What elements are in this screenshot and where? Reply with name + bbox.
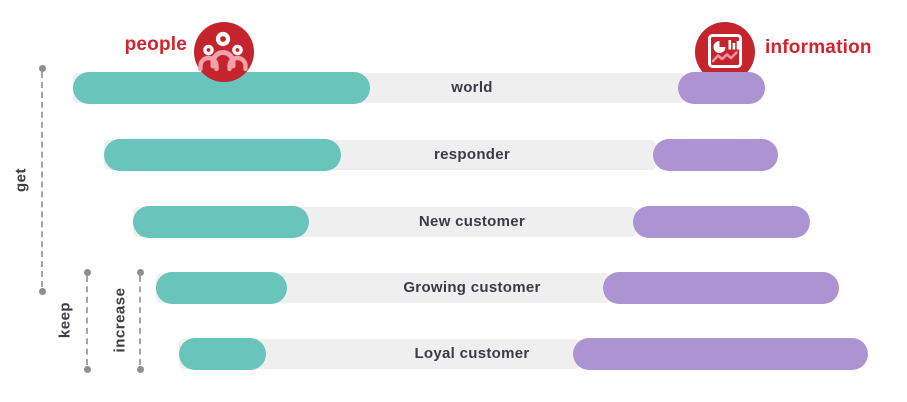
guide-dot-top-increase xyxy=(136,268,144,276)
people-bar-loyal-customer xyxy=(179,338,266,370)
people-bar-growing-customer xyxy=(156,272,287,304)
people-label: people xyxy=(124,34,187,55)
guide-line-get xyxy=(41,72,43,287)
information-bar-growing-customer xyxy=(603,272,839,304)
people-bar-new-customer xyxy=(133,206,309,238)
stage-label-world: world xyxy=(451,79,493,96)
guide-line-keep xyxy=(86,276,88,365)
guide-dot-bottom-keep xyxy=(83,365,91,373)
information-badge xyxy=(695,22,755,82)
stage-label-growing-customer: Growing customer xyxy=(403,279,541,296)
guide-label-get: get xyxy=(12,168,30,192)
people-group-icon xyxy=(194,22,254,82)
chart-picture-icon xyxy=(695,22,755,82)
stage-label-new-customer: New customer xyxy=(418,213,526,230)
guide-label-increase: increase xyxy=(111,287,129,353)
information-bar-world xyxy=(678,72,765,104)
people-badge xyxy=(194,22,254,82)
people-bar-responder xyxy=(104,139,341,171)
guide-dot-top-keep xyxy=(83,268,91,276)
guide-label-keep: keep xyxy=(56,301,74,339)
information-bar-responder xyxy=(653,139,778,171)
information-label: information xyxy=(765,37,872,58)
stage-label-responder: responder xyxy=(433,146,511,163)
guide-dot-bottom-increase xyxy=(136,365,144,373)
information-bar-new-customer xyxy=(633,206,810,238)
guide-dot-top-get xyxy=(38,64,46,72)
stage-label-loyal-customer: Loyal customer xyxy=(414,345,530,362)
information-bar-loyal-customer xyxy=(573,338,868,370)
guide-line-increase xyxy=(139,276,141,365)
guide-dot-bottom-get xyxy=(38,287,46,295)
